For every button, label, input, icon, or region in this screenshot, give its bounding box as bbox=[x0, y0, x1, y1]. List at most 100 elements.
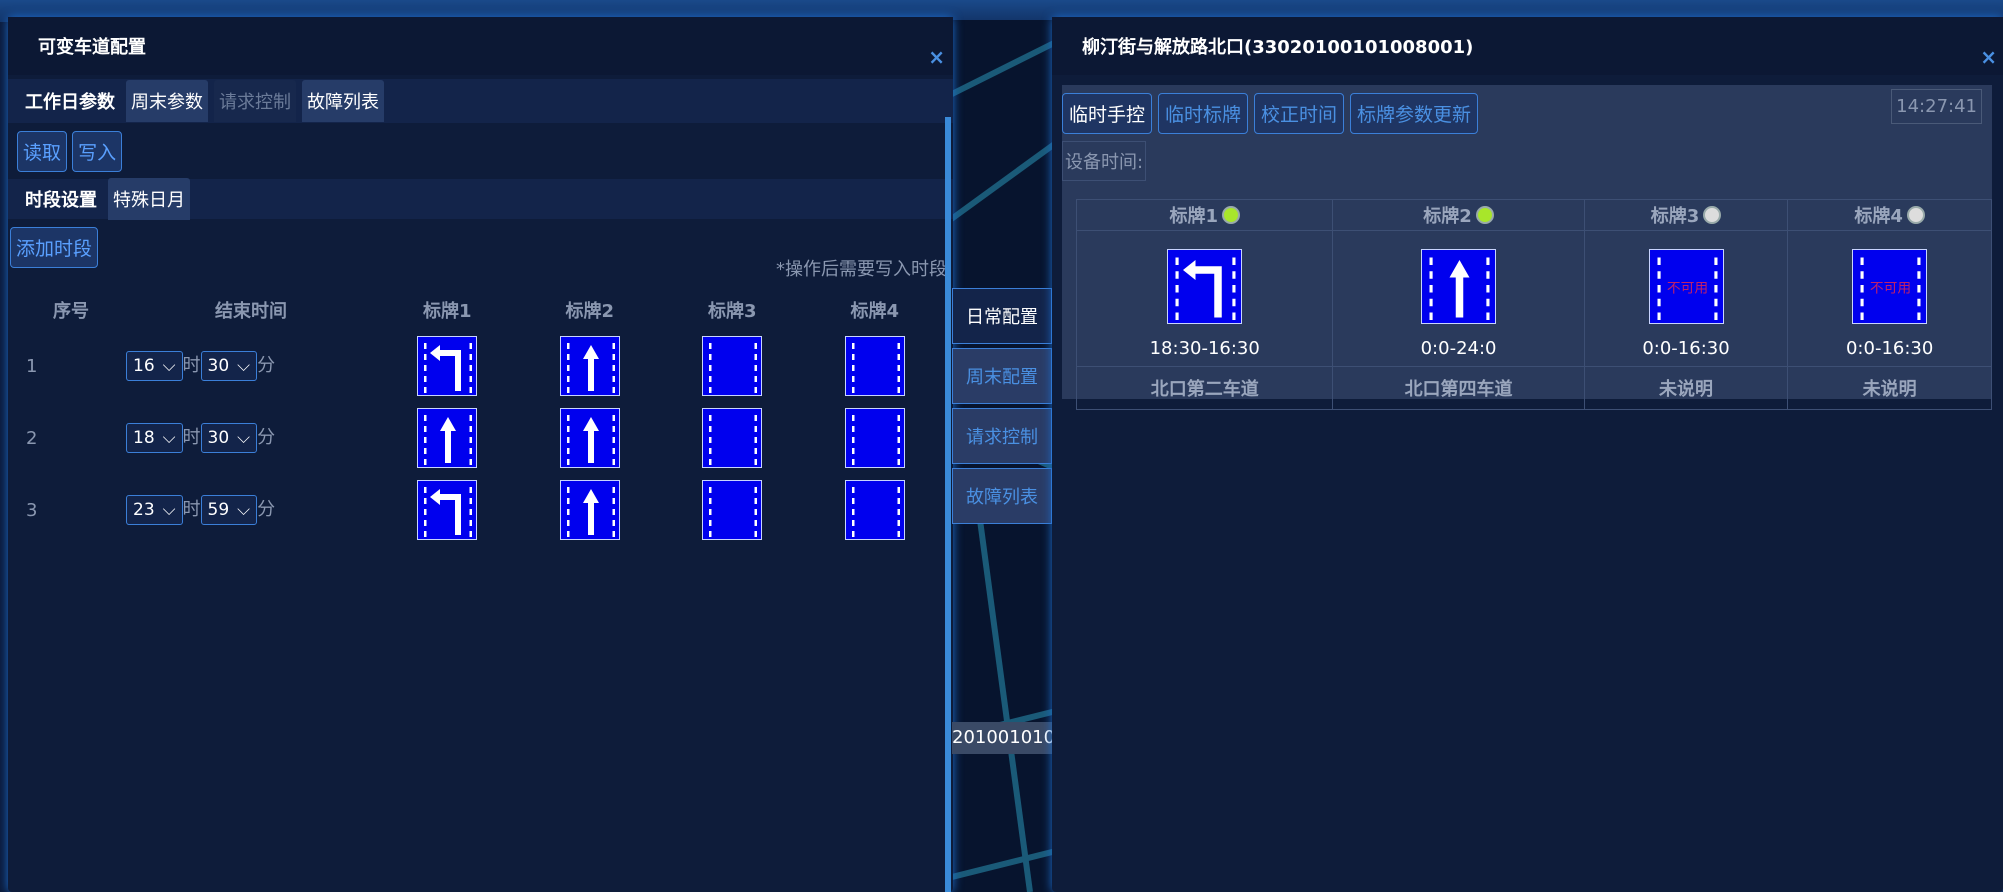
blank-sign-icon[interactable] bbox=[844, 336, 905, 396]
hour-value: 16 bbox=[133, 356, 155, 376]
add-period-button[interactable]: 添加时段 bbox=[10, 227, 99, 268]
chevron-down-icon: ⌵ bbox=[237, 428, 251, 448]
table-row: 3 23 ⌵ 时 59 ⌵ 分 bbox=[16, 474, 946, 546]
minute-unit: 分 bbox=[257, 499, 276, 520]
side-tab-1[interactable]: 周末配置 bbox=[952, 348, 1052, 404]
tab-weekend-params[interactable]: 周末参数 bbox=[126, 80, 208, 122]
straight-sign-icon[interactable] bbox=[559, 408, 620, 468]
write-button[interactable]: 写入 bbox=[72, 131, 123, 172]
hour-unit: 时 bbox=[182, 427, 201, 448]
sign-name: 标牌3 bbox=[1650, 206, 1700, 227]
minute-value: 30 bbox=[207, 428, 230, 448]
panel-title: 柳汀街与解放路北口(33020100101008001) bbox=[1052, 17, 2003, 75]
status-dot-icon bbox=[1906, 206, 1925, 224]
lane-label: 北口第二车道 bbox=[1075, 366, 1334, 410]
side-tab-2[interactable]: 请求控制 bbox=[952, 408, 1052, 464]
tab-period-settings[interactable]: 时段设置 bbox=[25, 190, 97, 211]
calibrate-time-button[interactable]: 校正时间 bbox=[1254, 93, 1345, 134]
tab-request-control[interactable]: 请求控制 bbox=[214, 80, 296, 122]
chevron-down-icon: ⌵ bbox=[162, 428, 176, 448]
temp-sign-button[interactable]: 临时标牌 bbox=[1158, 93, 1249, 134]
minute-value: 59 bbox=[207, 500, 230, 520]
clock: 14:27:41 bbox=[1891, 89, 1982, 124]
svg-text:不可用: 不可用 bbox=[1666, 280, 1707, 296]
blank-sign-icon[interactable] bbox=[844, 408, 905, 468]
hour-select[interactable]: 23 ⌵ bbox=[126, 495, 183, 525]
col-sign3: 标牌3 bbox=[707, 301, 757, 322]
unavailable-sign-icon[interactable]: 不可用 bbox=[1648, 248, 1724, 324]
blank-sign-icon[interactable] bbox=[702, 480, 763, 540]
tab-special-days[interactable]: 特殊日月 bbox=[108, 178, 190, 220]
blank-sign-icon[interactable] bbox=[702, 408, 763, 468]
lane-label: 北口第四车道 bbox=[1332, 366, 1585, 410]
side-tabs: 日常配置 周末配置 请求控制 故障列表 bbox=[952, 288, 1052, 528]
col-end-time: 结束时间 bbox=[215, 301, 287, 322]
close-icon[interactable]: × bbox=[928, 45, 945, 69]
close-icon[interactable]: × bbox=[1980, 45, 1997, 69]
sign-time: 0:0-16:30 bbox=[1845, 337, 1934, 359]
control-area: 临时手控 临时标牌 校正时间 标牌参数更新 14:27:41 设备时间: 标牌1 标牌2… bbox=[1062, 85, 1992, 410]
left-turn-sign-icon[interactable] bbox=[1167, 248, 1243, 324]
straight-sign-icon[interactable] bbox=[559, 480, 620, 540]
sign-name: 标牌1 bbox=[1169, 206, 1218, 227]
col-sign2: 标牌2 bbox=[565, 301, 615, 322]
write-note: *操作后需要写入时段 bbox=[776, 259, 947, 280]
hour-select[interactable]: 16 ⌵ bbox=[126, 351, 183, 381]
chevron-down-icon: ⌵ bbox=[237, 500, 251, 520]
tab-weekday-params[interactable]: 工作日参数 bbox=[25, 92, 115, 113]
straight-sign-icon[interactable] bbox=[559, 336, 620, 396]
hour-value: 23 bbox=[133, 500, 155, 520]
left-turn-sign-icon[interactable] bbox=[417, 336, 478, 396]
hour-unit: 时 bbox=[182, 355, 201, 376]
hour-value: 18 bbox=[133, 428, 155, 448]
svg-text:不可用: 不可用 bbox=[1870, 280, 1911, 296]
intersection-panel: 柳汀街与解放路北口(33020100101008001) × 临时手控 临时标牌校… bbox=[1052, 17, 2003, 892]
row-index: 2 bbox=[26, 427, 38, 449]
straight-sign-icon[interactable] bbox=[1421, 248, 1497, 324]
side-tab-0[interactable]: 日常配置 bbox=[952, 288, 1052, 344]
straight-sign-icon[interactable] bbox=[417, 408, 478, 468]
col-sign4: 标牌4 bbox=[850, 301, 900, 322]
side-tab-3[interactable]: 故障列表 bbox=[952, 468, 1052, 524]
sign-name: 标牌2 bbox=[1423, 206, 1472, 227]
minute-select[interactable]: 30 ⌵ bbox=[200, 423, 258, 453]
temp-manual-button[interactable]: 临时手控 bbox=[1062, 93, 1153, 134]
minute-unit: 分 bbox=[257, 355, 276, 376]
sign-time: 18:30-16:30 bbox=[1149, 337, 1260, 359]
row-index: 3 bbox=[26, 499, 38, 521]
tab-fault-list[interactable]: 故障列表 bbox=[302, 80, 384, 122]
table-row: 2 18 ⌵ 时 30 ⌵ 分 bbox=[16, 402, 946, 474]
status-dot-icon bbox=[1703, 206, 1722, 224]
panel-title: 可变车道配置 bbox=[8, 17, 953, 75]
status-dot-icon bbox=[1475, 206, 1494, 224]
minute-select[interactable]: 30 ⌵ bbox=[200, 351, 258, 381]
unavailable-sign-icon[interactable]: 不可用 bbox=[1852, 248, 1928, 324]
hour-select[interactable]: 18 ⌵ bbox=[126, 423, 183, 453]
hour-unit: 时 bbox=[182, 499, 201, 520]
variable-lane-config-panel: 可变车道配置 × 工作日参数 周末参数 请求控制 故障列表 读取 写入 时段设置… bbox=[8, 17, 953, 892]
left-turn-sign-icon[interactable] bbox=[417, 480, 478, 540]
col-index: 序号 bbox=[53, 301, 89, 322]
col-sign1: 标牌1 bbox=[422, 301, 472, 322]
table-row: 1 16 ⌵ 时 30 ⌵ 分 bbox=[16, 330, 946, 402]
read-button[interactable]: 读取 bbox=[17, 131, 68, 172]
map-intersection-label[interactable]: 2010010100 bbox=[952, 722, 1052, 754]
chevron-down-icon: ⌵ bbox=[162, 356, 176, 376]
app-header bbox=[0, 0, 2003, 22]
sign-status-table: 标牌1 标牌2 标牌3 标牌4 18:30-16:30 0:0-24:0 不可用 0:0-16… bbox=[1075, 199, 1992, 410]
status-dot-icon bbox=[1221, 206, 1240, 224]
chevron-down-icon: ⌵ bbox=[237, 356, 251, 376]
row-index: 1 bbox=[26, 355, 38, 377]
update-sign-params-button[interactable]: 标牌参数更新 bbox=[1350, 93, 1479, 134]
lane-label: 未说明 bbox=[1583, 366, 1789, 410]
sign-name: 标牌4 bbox=[1854, 206, 1903, 227]
blank-sign-icon[interactable] bbox=[844, 480, 905, 540]
minute-value: 30 bbox=[207, 356, 230, 376]
sign-time: 0:0-24:0 bbox=[1420, 337, 1497, 359]
chevron-down-icon: ⌵ bbox=[162, 500, 176, 520]
sign-time: 0:0-16:30 bbox=[1642, 337, 1730, 359]
blank-sign-icon[interactable] bbox=[702, 336, 763, 396]
minute-select[interactable]: 59 ⌵ bbox=[200, 495, 258, 525]
scrollbar[interactable] bbox=[945, 117, 951, 892]
period-table: 序号 结束时间 标牌1 标牌2 标牌3 标牌4 1 16 ⌵ 时 30 ⌵ 分 2 18 ⌵ 时… bbox=[16, 290, 946, 546]
